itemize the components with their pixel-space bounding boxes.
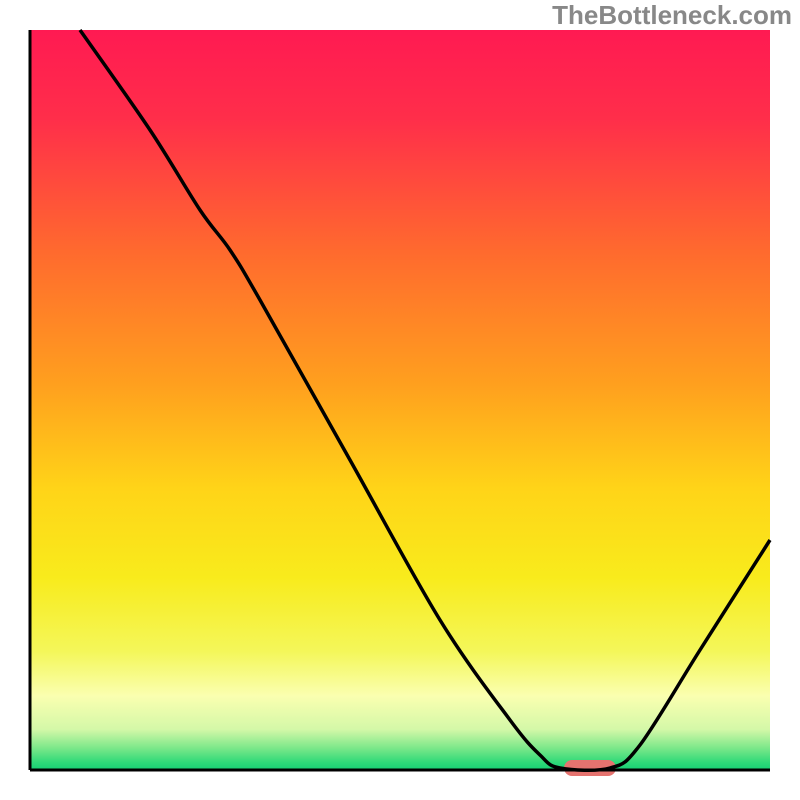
chart-svg	[0, 0, 800, 800]
watermark-text: TheBottleneck.com	[552, 0, 792, 31]
plot-background	[30, 30, 770, 770]
bottleneck-chart: TheBottleneck.com	[0, 0, 800, 800]
